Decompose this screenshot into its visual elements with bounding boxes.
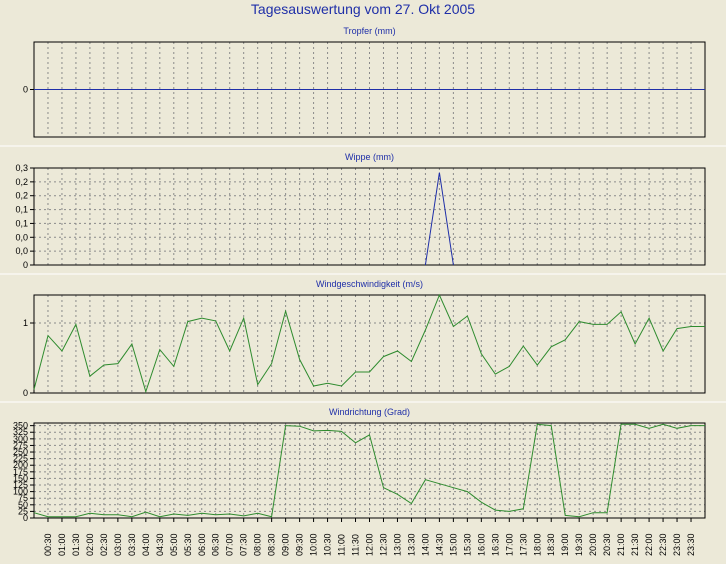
x-tick-label: 07:00	[225, 533, 235, 556]
x-tick-label: 20:30	[602, 533, 612, 556]
y-tick-label: 250	[13, 447, 28, 457]
y-tick-label: 0	[23, 260, 28, 270]
x-tick-label: 10:00	[309, 533, 319, 556]
y-tick-label: 300	[13, 434, 28, 444]
x-tick-label: 13:00	[392, 533, 402, 556]
x-tick-label: 08:30	[267, 533, 277, 556]
y-tick-label: 150	[13, 473, 28, 483]
x-tick-label: 10:30	[323, 533, 333, 556]
x-tick-label: 22:00	[644, 533, 654, 556]
x-tick-label: 14:00	[420, 533, 430, 556]
x-tick-label: 03:30	[127, 533, 137, 556]
x-tick-label: 18:00	[532, 533, 542, 556]
x-tick-label: 06:30	[211, 533, 221, 556]
x-tick-label: 04:00	[141, 533, 151, 556]
x-tick-label: 21:00	[616, 533, 626, 556]
x-tick-label: 20:00	[588, 533, 598, 556]
y-tick-label: 25	[18, 506, 28, 516]
y-tick-label: 100	[13, 487, 28, 497]
x-tick-label: 21:30	[630, 533, 640, 556]
x-tick-label: 12:00	[365, 533, 375, 556]
series-line	[33, 293, 705, 394]
y-tick-label: 0,2	[15, 177, 28, 187]
panel-background	[0, 404, 726, 564]
y-tick-label: 0,0	[15, 232, 28, 242]
x-tick-label: 07:30	[239, 533, 249, 556]
x-tick-label: 01:00	[57, 533, 67, 556]
x-tick-label: 09:00	[281, 533, 291, 556]
y-tick-label: 200	[13, 460, 28, 470]
x-tick-label: 05:00	[169, 533, 179, 556]
panel-background	[0, 276, 726, 400]
panel-title: Tropfer (mm)	[343, 26, 395, 36]
x-tick-label: 01:30	[71, 533, 81, 556]
x-tick-label: 15:30	[462, 533, 472, 556]
y-tick-label: 0	[23, 513, 28, 523]
panel-title: Windgeschwindigkeit (m/s)	[316, 279, 423, 289]
x-tick-label: 15:00	[448, 533, 458, 556]
x-tick-label: 03:00	[113, 533, 123, 556]
x-tick-label: 02:00	[85, 533, 95, 556]
y-tick-label: 0,1	[15, 205, 28, 215]
x-tick-label: 17:30	[518, 533, 528, 556]
x-tick-label: 09:30	[295, 533, 305, 556]
y-tick-label: 125	[13, 480, 28, 490]
panel-title: Windrichtung (Grad)	[329, 407, 410, 417]
x-tick-label: 19:00	[560, 533, 570, 556]
y-tick-label: 225	[13, 454, 28, 464]
x-tick-label: 17:00	[504, 533, 514, 556]
y-tick-label: 50	[18, 500, 28, 510]
y-tick-label: 0	[23, 388, 28, 398]
x-tick-label: 11:30	[351, 534, 361, 556]
y-tick-label: 0	[23, 85, 28, 95]
x-tick-label: 12:30	[378, 533, 388, 556]
x-tick-label: 23:30	[686, 533, 696, 556]
y-tick-label: 175	[13, 467, 28, 477]
y-tick-label: 325	[13, 427, 28, 437]
x-tick-label: 11:00	[337, 534, 347, 556]
y-tick-label: 0,3	[15, 163, 28, 173]
plot-frame	[33, 167, 706, 266]
plot-frame	[33, 294, 706, 394]
y-tick-label: 0,2	[15, 191, 28, 201]
x-tick-label: 22:30	[658, 533, 668, 556]
y-tick-label: 275	[13, 440, 28, 450]
x-tick-label: 00:30	[43, 533, 53, 556]
y-tick-label: 350	[13, 421, 28, 431]
x-tick-label: 05:30	[183, 533, 193, 556]
x-tick-label: 16:30	[490, 533, 500, 556]
page-title: Tagesauswertung vom 27. Okt 2005	[250, 1, 476, 17]
x-tick-label: 18:30	[546, 533, 556, 556]
y-tick-label: 0,1	[15, 218, 28, 228]
x-tick-label: 19:30	[574, 533, 584, 556]
panel-background	[0, 20, 726, 143]
panel-title: Wippe (mm)	[345, 152, 394, 162]
x-tick-label: 06:00	[197, 533, 207, 556]
series-line	[33, 423, 705, 518]
x-tick-label: 13:30	[406, 533, 416, 556]
x-tick-label: 14:30	[434, 533, 444, 556]
x-tick-label: 04:30	[155, 533, 165, 556]
x-tick-label: 08:00	[253, 533, 263, 556]
x-tick-label: 02:30	[99, 533, 109, 556]
y-tick-label: 75	[18, 493, 28, 503]
x-tick-label: 16:00	[476, 533, 486, 556]
x-tick-label: 23:00	[672, 533, 682, 556]
series-line	[424, 172, 454, 266]
y-tick-label: 0,0	[15, 246, 28, 256]
panel-background	[0, 148, 726, 272]
y-tick-label: 1	[23, 318, 28, 328]
